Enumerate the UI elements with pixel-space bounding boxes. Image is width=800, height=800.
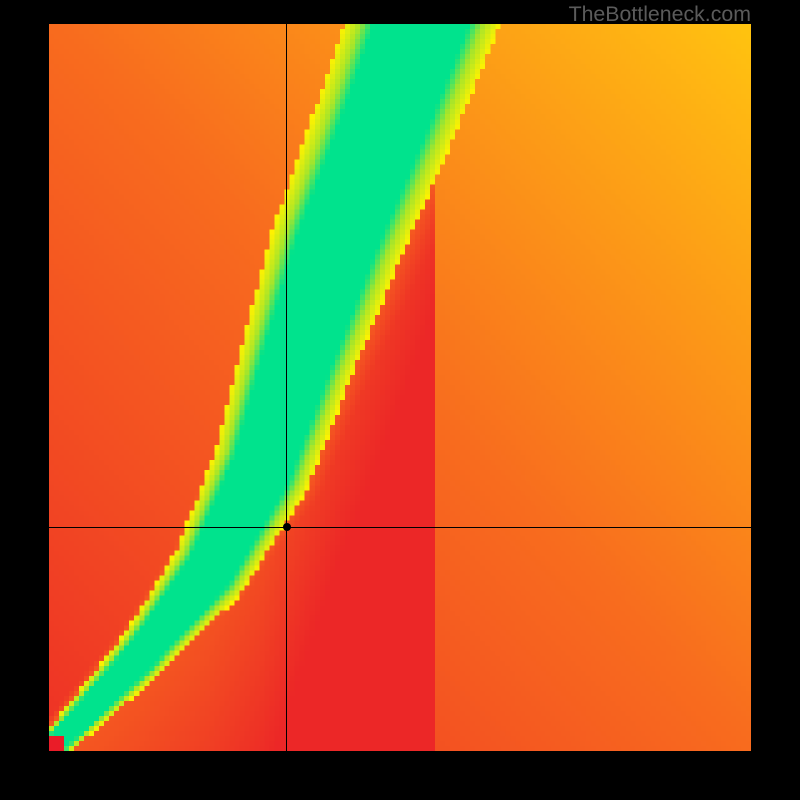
crosshair-horizontal xyxy=(49,527,751,528)
watermark-text: TheBottleneck.com xyxy=(569,2,751,27)
crosshair-vertical xyxy=(286,24,287,751)
chart-container: TheBottleneck.com xyxy=(0,0,800,800)
crosshair-dot xyxy=(283,523,291,531)
bottleneck-heatmap xyxy=(49,24,751,751)
